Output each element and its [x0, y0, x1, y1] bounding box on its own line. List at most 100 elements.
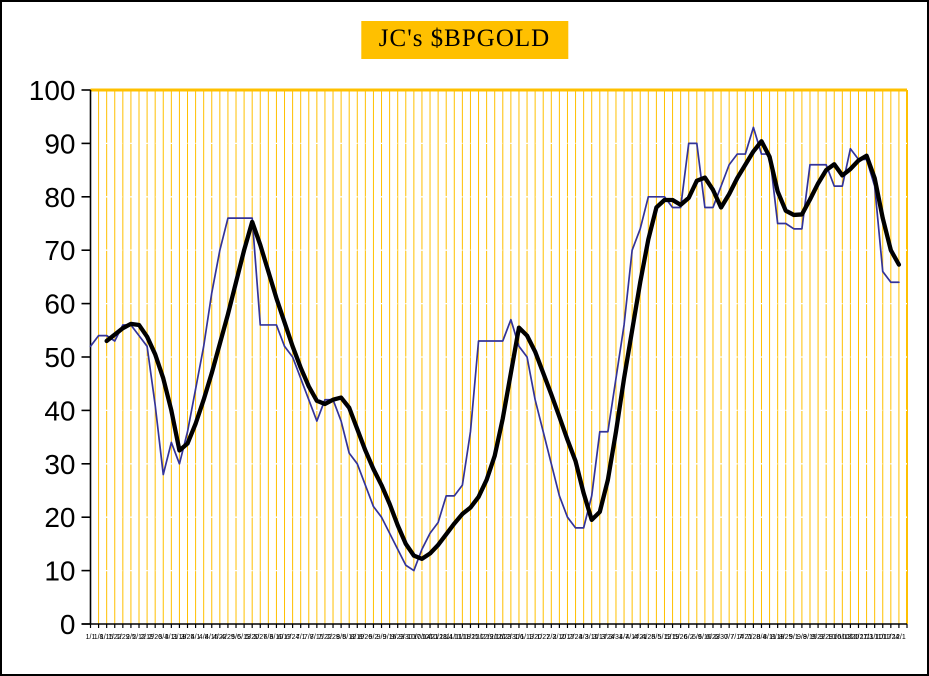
svg-text:10/20: 10/20 [842, 634, 860, 641]
svg-text:8/19: 8/19 [350, 634, 364, 641]
svg-text:2/3: 2/3 [546, 634, 556, 641]
svg-text:1/6: 1/6 [514, 634, 524, 641]
svg-text:5/5: 5/5 [652, 634, 662, 641]
svg-text:8/12: 8/12 [342, 634, 356, 641]
svg-text:9/16: 9/16 [383, 634, 397, 641]
svg-text:1/22: 1/22 [108, 634, 122, 641]
svg-text:10/13: 10/13 [834, 634, 852, 641]
svg-text:100: 100 [29, 75, 76, 106]
svg-text:4/22: 4/22 [213, 634, 227, 641]
svg-text:7/15: 7/15 [310, 634, 324, 641]
svg-text:4/7: 4/7 [619, 634, 629, 641]
svg-text:3/4: 3/4 [158, 634, 168, 641]
svg-text:20: 20 [44, 502, 75, 533]
svg-text:12/16: 12/16 [486, 634, 504, 641]
svg-text:6/23: 6/23 [706, 634, 720, 641]
svg-text:3/10: 3/10 [585, 634, 599, 641]
svg-text:4/21: 4/21 [633, 634, 647, 641]
svg-text:10: 10 [44, 556, 75, 587]
svg-text:6/9: 6/9 [692, 634, 702, 641]
svg-text:10/6: 10/6 [827, 634, 841, 641]
svg-text:7/22: 7/22 [318, 634, 332, 641]
svg-text:6/10: 6/10 [270, 634, 284, 641]
svg-text:12/1: 12/1 [892, 634, 906, 641]
bpgold_weekly-line [89, 126, 900, 572]
svg-text:6/2: 6/2 [684, 634, 694, 641]
svg-text:10/7: 10/7 [407, 634, 421, 641]
x-axis-labels: 1/11/81/151/221/292/52/122/192/263/43/11… [86, 634, 906, 641]
svg-text:6/30: 6/30 [714, 634, 728, 641]
svg-text:10/21: 10/21 [421, 634, 439, 641]
chart-title: JC's $BPGOLD [360, 21, 569, 59]
svg-text:40: 40 [44, 395, 75, 426]
svg-text:3/25: 3/25 [181, 634, 195, 641]
svg-text:4/15: 4/15 [205, 634, 219, 641]
svg-text:10/27: 10/27 [850, 634, 868, 641]
svg-text:11/11: 11/11 [446, 634, 463, 641]
svg-text:12/9: 12/9 [480, 634, 494, 641]
svg-text:2/24: 2/24 [569, 634, 583, 641]
svg-text:4/1: 4/1 [191, 634, 201, 641]
bpgold_smoothed_ma-line [104, 139, 902, 562]
svg-text:6/16: 6/16 [698, 634, 712, 641]
svg-text:12/23: 12/23 [494, 634, 512, 641]
svg-text:6/3: 6/3 [263, 634, 273, 641]
svg-text:9/22: 9/22 [811, 634, 825, 641]
svg-text:3/17: 3/17 [593, 634, 607, 641]
svg-text:60: 60 [44, 289, 75, 320]
plot-border [90, 88, 908, 624]
svg-text:2/10: 2/10 [553, 634, 567, 641]
svg-text:5/19: 5/19 [666, 634, 680, 641]
svg-text:0: 0 [60, 609, 76, 640]
svg-text:11/4: 11/4 [440, 634, 453, 641]
svg-text:1/20: 1/20 [528, 634, 542, 641]
svg-text:9/1: 9/1 [789, 634, 799, 641]
svg-text:7/1: 7/1 [296, 634, 306, 641]
svg-text:4/28: 4/28 [641, 634, 655, 641]
svg-text:3/31: 3/31 [609, 634, 623, 641]
svg-text:10/28: 10/28 [429, 634, 447, 641]
svg-text:2/12: 2/12 [132, 634, 146, 641]
svg-text:11/17: 11/17 [874, 634, 891, 641]
vertical-gridlines [98, 90, 900, 624]
svg-text:2/5: 2/5 [126, 634, 136, 641]
svg-text:11/25: 11/25 [462, 634, 479, 641]
axes [81, 89, 908, 628]
svg-text:5/6: 5/6 [231, 634, 241, 641]
svg-text:9/30: 9/30 [399, 634, 413, 641]
svg-text:3/18: 3/18 [173, 634, 187, 641]
svg-text:9/2: 9/2 [369, 634, 379, 641]
svg-text:8/25: 8/25 [779, 634, 793, 641]
svg-text:5/13: 5/13 [237, 634, 251, 641]
svg-text:11/18: 11/18 [454, 634, 471, 641]
svg-text:30: 30 [44, 449, 75, 480]
svg-text:4/8: 4/8 [199, 634, 209, 641]
svg-text:11/10: 11/10 [866, 634, 883, 641]
svg-text:5/20: 5/20 [245, 634, 259, 641]
svg-text:11/24: 11/24 [882, 634, 899, 641]
svg-text:1/27: 1/27 [536, 634, 550, 641]
svg-text:9/23: 9/23 [391, 634, 405, 641]
svg-text:12/2: 12/2 [472, 634, 486, 641]
svg-text:10/14: 10/14 [413, 634, 431, 641]
svg-text:1/8: 1/8 [94, 634, 104, 641]
svg-text:7/14: 7/14 [730, 634, 744, 641]
svg-text:2/26: 2/26 [148, 634, 162, 641]
svg-text:50: 50 [44, 342, 75, 373]
svg-text:7/7: 7/7 [724, 634, 734, 641]
svg-text:3/11: 3/11 [165, 634, 178, 641]
svg-text:2/19: 2/19 [140, 634, 154, 641]
svg-text:3/24: 3/24 [601, 634, 615, 641]
svg-text:7/21: 7/21 [739, 634, 753, 641]
svg-text:90: 90 [44, 128, 75, 159]
svg-text:4/29: 4/29 [221, 634, 235, 641]
svg-text:3/3: 3/3 [579, 634, 589, 641]
svg-text:7/28: 7/28 [747, 634, 761, 641]
horizontal-gridlines [90, 142, 907, 572]
svg-text:2/17: 2/17 [561, 634, 575, 641]
svg-text:1/29: 1/29 [116, 634, 130, 641]
svg-text:6/17: 6/17 [278, 634, 292, 641]
svg-text:9/8: 9/8 [797, 634, 807, 641]
